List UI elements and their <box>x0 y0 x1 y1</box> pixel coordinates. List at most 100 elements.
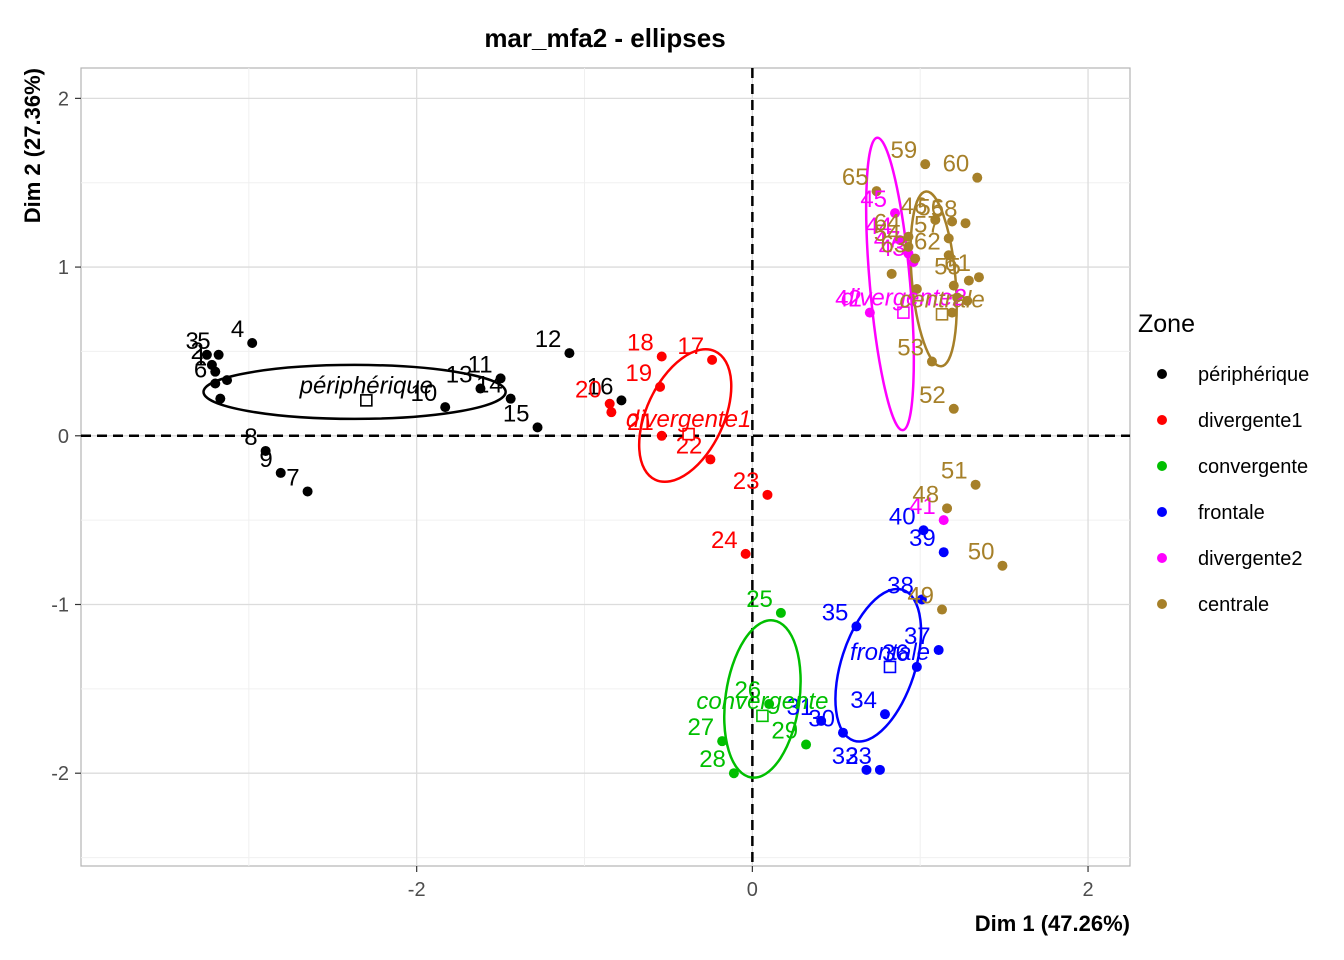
data-point <box>764 699 775 710</box>
point-label: 24 <box>711 527 738 554</box>
data-point <box>938 547 949 558</box>
y-tick-label: 0 <box>58 426 69 448</box>
point-label: 38 <box>887 572 914 599</box>
data-point <box>215 393 226 404</box>
data-point <box>874 764 885 775</box>
point-label: 29 <box>771 718 798 745</box>
data-point <box>505 393 516 404</box>
point-label: 32 <box>832 743 859 770</box>
data-point <box>861 764 872 775</box>
data-point <box>606 407 617 418</box>
legend-label: divergente2 <box>1198 548 1303 570</box>
legend-key <box>1157 507 1167 517</box>
data-point <box>775 607 786 618</box>
point-label: 11 <box>468 351 493 378</box>
chart-title: mar_mfa2 - ellipses <box>484 23 725 53</box>
data-point <box>952 292 963 303</box>
data-point <box>707 354 718 365</box>
confidence-ellipses <box>202 136 958 779</box>
y-axis-title: Dim 2 (27.36%) <box>20 68 45 223</box>
data-point <box>564 348 575 359</box>
data-point <box>210 378 221 389</box>
point-label: 59 <box>891 137 918 164</box>
data-point <box>947 216 958 227</box>
data-point <box>910 253 921 264</box>
y-tick-label: -1 <box>51 594 69 616</box>
x-tick-label: 2 <box>1082 879 1093 901</box>
point-label: 40 <box>889 503 916 530</box>
data-point <box>948 280 959 291</box>
point-label: 54 <box>874 220 901 247</box>
data-point <box>997 560 1008 571</box>
data-point <box>948 403 959 414</box>
point-label: 57 <box>914 211 941 238</box>
data-point <box>930 214 941 225</box>
point-label: 27 <box>687 714 714 741</box>
point-label: 14 <box>476 372 503 399</box>
data-point <box>918 525 929 536</box>
data-point <box>943 250 954 261</box>
point-label: 56 <box>917 195 944 222</box>
point-label: 17 <box>677 333 704 360</box>
data-point <box>937 604 948 615</box>
confidence-ellipse <box>202 363 507 421</box>
point-label: 23 <box>733 468 760 495</box>
data-point <box>890 208 901 219</box>
data-point <box>851 621 862 632</box>
legend-key <box>1157 599 1167 609</box>
point-label: 50 <box>968 539 995 566</box>
point-label: 43 <box>879 235 906 262</box>
point-label: 33 <box>845 743 872 770</box>
point-label: 4 <box>231 316 244 343</box>
data-point <box>728 768 739 779</box>
legend-label: périphérique <box>1198 364 1309 386</box>
point-label: 60 <box>943 151 970 178</box>
point-label: 37 <box>904 623 931 650</box>
data-point <box>201 349 212 360</box>
point-label: 34 <box>850 687 877 714</box>
data-point <box>864 307 875 318</box>
point-label: 35 <box>822 599 849 626</box>
point-label: 7 <box>286 464 299 491</box>
legend-key <box>1157 461 1167 471</box>
group-mean-marker <box>756 709 769 723</box>
confidence-ellipse <box>834 587 923 743</box>
data-point <box>740 548 751 559</box>
data-point <box>903 231 914 242</box>
data-point <box>260 445 271 456</box>
legend-label: centrale <box>1198 594 1269 616</box>
data-point <box>942 503 953 514</box>
x-axis-title: Dim 1 (47.26%) <box>975 911 1130 936</box>
data-point <box>210 366 221 377</box>
data-point <box>705 454 716 465</box>
point-label: 44 <box>865 213 892 240</box>
point-label: 41 <box>909 493 936 520</box>
data-point <box>213 349 224 360</box>
legend-key <box>1157 415 1167 425</box>
point-label: 2 <box>191 338 204 365</box>
reference-lines <box>81 68 1130 866</box>
point-label: 55 <box>934 254 961 281</box>
data-point <box>972 172 983 183</box>
group-mean-marker <box>883 660 897 674</box>
data-point <box>879 709 890 720</box>
point-label: 6 <box>194 356 207 383</box>
data-points <box>201 159 1008 779</box>
data-point <box>926 356 937 367</box>
data-point <box>837 727 848 738</box>
point-label: 52 <box>919 382 946 409</box>
group-mean-marker <box>897 306 910 319</box>
legend-title: Zone <box>1138 310 1195 338</box>
legend-label: divergente1 <box>1198 410 1303 432</box>
data-point <box>886 268 897 279</box>
point-label: 63 <box>880 232 907 259</box>
x-tick-label: -2 <box>408 879 426 901</box>
point-label: 21 <box>627 409 654 436</box>
point-label: 53 <box>897 335 924 362</box>
group-mean-label: divergente2 <box>841 285 966 312</box>
point-label: 64 <box>874 210 901 237</box>
point-label: 9 <box>259 446 272 473</box>
data-point <box>943 233 954 244</box>
group-mean-marker <box>935 308 949 321</box>
